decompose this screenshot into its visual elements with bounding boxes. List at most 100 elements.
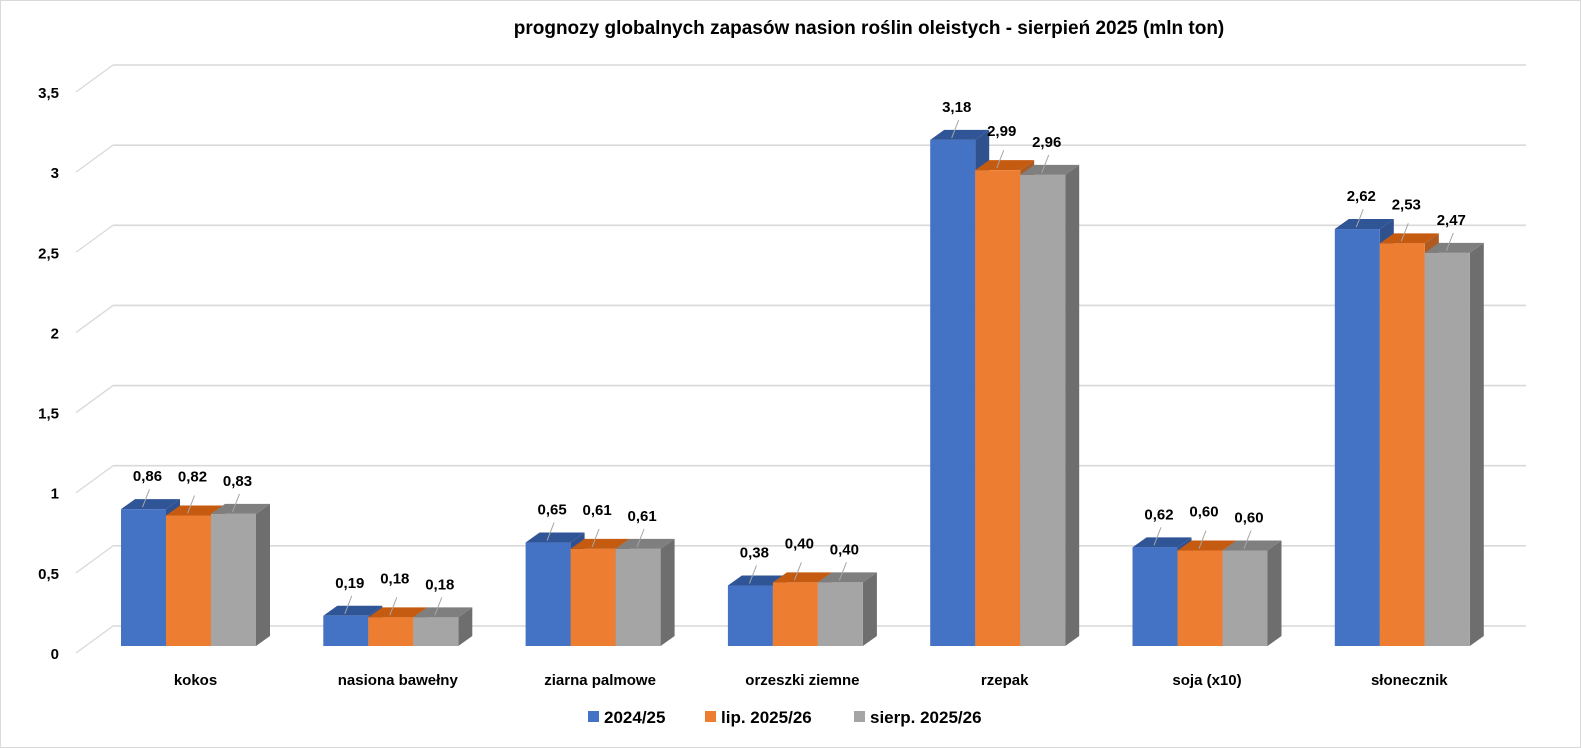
category-label: ziarna palmowe xyxy=(544,672,656,689)
gridline-diagonal xyxy=(75,144,114,173)
legend-swatch xyxy=(854,711,865,722)
data-label: 0,40 xyxy=(785,535,814,552)
data-label: 0,65 xyxy=(537,502,566,519)
leader-line xyxy=(636,528,645,548)
data-label: 2,99 xyxy=(987,123,1016,140)
bar-front xyxy=(772,582,818,646)
bars xyxy=(121,129,1484,647)
bar-front xyxy=(1132,547,1178,646)
bar-front xyxy=(166,515,211,646)
bar-top xyxy=(211,503,270,514)
legend-label: lip. 2025/26 xyxy=(721,708,812,727)
bar-top xyxy=(368,607,428,618)
bar-front xyxy=(323,615,369,646)
leader-line xyxy=(1445,232,1454,252)
bar-top xyxy=(413,607,473,618)
bar-side xyxy=(660,538,675,646)
bar xyxy=(817,572,877,646)
leader-line xyxy=(1198,530,1207,549)
data-label: 0,60 xyxy=(1189,504,1218,521)
category-label: słonecznik xyxy=(1371,672,1448,689)
y-tick-label: 3,5 xyxy=(38,85,59,102)
y-tick-label: 2 xyxy=(51,325,59,342)
data-label: 0,38 xyxy=(740,545,769,562)
leader-line xyxy=(389,597,398,616)
data-label: 2,53 xyxy=(1392,196,1421,213)
gridline-diagonal xyxy=(75,304,114,333)
leader-line xyxy=(344,595,353,614)
bar-front xyxy=(1020,174,1066,647)
bar xyxy=(1222,540,1282,646)
gridline-diagonal xyxy=(75,625,114,654)
bar-top xyxy=(1222,540,1282,551)
legend-item: sierp. 2025/26 xyxy=(854,708,982,727)
bar xyxy=(413,607,473,646)
leader-line xyxy=(591,528,600,548)
bar-top xyxy=(570,538,630,549)
bar-front xyxy=(1334,229,1380,646)
bar-top xyxy=(1334,219,1394,230)
leader-line xyxy=(434,597,443,616)
leader-line xyxy=(748,565,757,584)
legend-swatch xyxy=(588,711,599,722)
bar-front xyxy=(1424,252,1470,646)
bar-top xyxy=(1132,537,1192,548)
data-labels: 0,86 0,82 0,83 0,19 0,18 0,18 0,65 0,61 0,61 0,38… xyxy=(133,99,1466,616)
leader-line xyxy=(793,562,802,581)
leader-line xyxy=(1355,208,1364,228)
leader-line xyxy=(1153,527,1162,546)
leader-line xyxy=(187,495,195,514)
bar-side xyxy=(1469,242,1484,646)
data-label: 0,61 xyxy=(582,502,611,519)
leader-line xyxy=(951,119,960,139)
bar-top xyxy=(772,572,832,583)
category-label: soja (x10) xyxy=(1172,672,1241,689)
chart-title: prognozy globalnych zapasów nasion rośli… xyxy=(514,18,1225,39)
bar-front xyxy=(211,513,256,646)
leader-line xyxy=(1400,223,1409,242)
gridline-diagonal xyxy=(75,224,114,253)
y-tick-label: 1 xyxy=(51,486,59,503)
category-label: rzepak xyxy=(981,672,1029,689)
category-label: orzeszki ziemne xyxy=(745,672,859,689)
bar-side xyxy=(1065,164,1080,647)
bar-top xyxy=(727,575,787,586)
bar-top xyxy=(615,538,675,549)
data-label: 0,19 xyxy=(335,575,364,592)
bar-top xyxy=(975,160,1035,171)
gridline-diagonal xyxy=(75,385,114,414)
bar-top xyxy=(817,572,877,583)
data-label: 0,62 xyxy=(1144,506,1173,523)
y-tick-label: 2,5 xyxy=(38,245,59,262)
data-label: 2,96 xyxy=(1032,134,1061,151)
x-axis-categories: kokos nasiona bawełny ziarna palmowe orzesz… xyxy=(174,672,1448,689)
bar-top xyxy=(525,532,585,543)
bar-front xyxy=(975,170,1021,647)
legend-item: lip. 2025/26 xyxy=(705,708,812,727)
bar-front xyxy=(570,548,616,646)
y-tick-label: 0 xyxy=(51,646,59,663)
bar-top xyxy=(166,505,225,516)
bar-side xyxy=(256,503,270,646)
data-label: 0,40 xyxy=(830,541,859,558)
legend-item: 2024/25 xyxy=(588,708,665,727)
data-label: 2,47 xyxy=(1437,212,1466,229)
bar xyxy=(211,503,270,646)
bar-front xyxy=(1379,243,1425,646)
bar-front xyxy=(525,542,571,646)
bar-front xyxy=(121,509,166,646)
bar-front xyxy=(615,548,661,646)
data-label: 0,86 xyxy=(133,468,162,485)
gridline-diagonal xyxy=(75,465,114,494)
bar-top xyxy=(1424,242,1484,253)
data-label: 0,83 xyxy=(223,473,252,490)
bar-side xyxy=(458,607,473,646)
gridlines xyxy=(75,64,1526,654)
y-tick-label: 3 xyxy=(51,165,59,182)
bar-front xyxy=(930,139,976,646)
bar-top xyxy=(121,499,180,510)
data-label: 3,18 xyxy=(942,99,971,116)
data-label: 0,61 xyxy=(627,508,656,525)
